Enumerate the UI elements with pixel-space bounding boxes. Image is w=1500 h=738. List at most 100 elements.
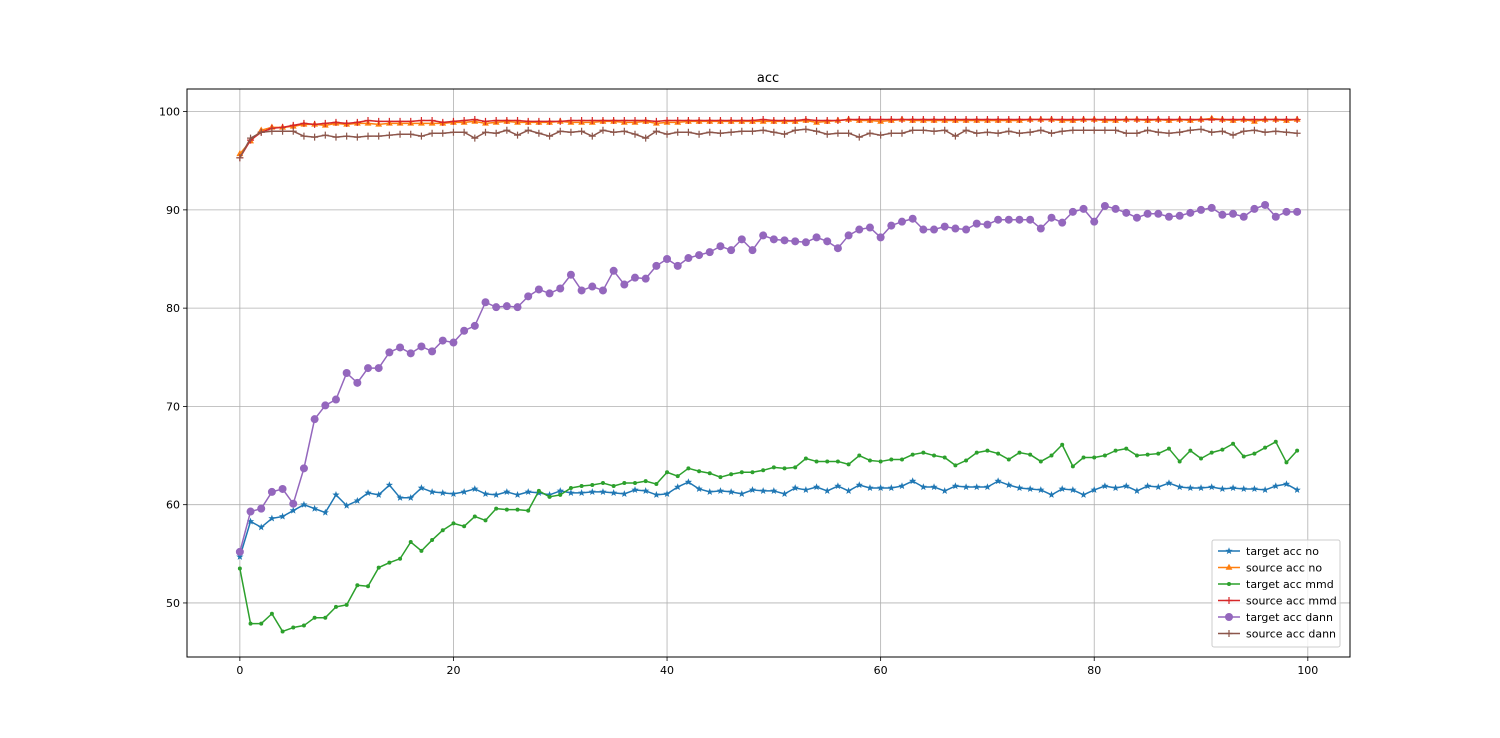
data-point xyxy=(344,602,349,607)
data-point xyxy=(887,129,895,137)
data-point xyxy=(1079,204,1088,213)
data-point xyxy=(1293,486,1301,494)
data-point xyxy=(951,115,959,123)
data-point xyxy=(1199,456,1204,461)
data-point xyxy=(813,127,821,135)
data-point xyxy=(1047,213,1056,222)
data-point xyxy=(291,625,296,630)
data-point xyxy=(1133,129,1141,137)
data-point xyxy=(759,487,767,494)
data-point xyxy=(460,128,468,136)
data-point xyxy=(652,261,661,270)
data-point xyxy=(919,225,928,234)
data-point xyxy=(321,508,329,516)
data-point xyxy=(738,127,746,135)
data-point xyxy=(1101,126,1109,134)
data-point xyxy=(428,129,436,137)
data-point xyxy=(834,116,842,124)
data-point xyxy=(631,130,639,138)
data-point xyxy=(492,303,501,312)
data-point xyxy=(994,477,1002,485)
data-point xyxy=(535,129,543,137)
data-point xyxy=(652,117,660,125)
x-tick-label: 60 xyxy=(874,664,888,677)
data-point xyxy=(1261,115,1269,123)
data-point xyxy=(259,621,264,626)
data-point xyxy=(620,127,628,135)
data-point xyxy=(887,221,896,230)
data-point xyxy=(1240,115,1248,123)
data-point xyxy=(407,117,415,125)
data-point xyxy=(865,223,874,232)
data-point xyxy=(1134,453,1139,458)
data-point xyxy=(620,116,628,124)
data-point xyxy=(855,481,863,489)
data-point xyxy=(280,629,285,634)
data-point xyxy=(985,448,990,453)
data-point xyxy=(1208,128,1216,136)
data-point xyxy=(759,231,768,240)
data-point xyxy=(748,127,756,135)
data-point xyxy=(706,488,714,495)
data-point xyxy=(419,548,424,553)
data-point xyxy=(1068,207,1077,216)
data-point xyxy=(599,116,607,124)
data-point xyxy=(642,116,650,124)
data-point xyxy=(833,244,842,253)
data-point xyxy=(973,115,981,123)
data-point xyxy=(695,251,704,260)
data-point xyxy=(375,132,383,140)
data-point xyxy=(545,491,554,498)
data-point xyxy=(729,472,734,477)
data-point xyxy=(546,132,554,140)
data-point xyxy=(332,133,340,141)
data-point xyxy=(695,116,703,124)
data-point xyxy=(642,487,650,494)
data-point xyxy=(1154,483,1162,491)
y-tick-label: 100 xyxy=(159,106,180,119)
data-point xyxy=(407,130,415,138)
data-point xyxy=(834,482,842,490)
data-point xyxy=(1102,453,1107,458)
data-point xyxy=(556,127,564,135)
data-point xyxy=(398,556,403,561)
data-point xyxy=(333,604,338,609)
data-point xyxy=(513,491,522,498)
data-point xyxy=(1026,128,1034,136)
data-point xyxy=(1229,115,1237,123)
data-point xyxy=(471,485,479,493)
data-point xyxy=(930,225,939,234)
data-point xyxy=(973,129,981,137)
data-point xyxy=(247,134,255,142)
data-point xyxy=(1101,482,1109,490)
data-point xyxy=(802,486,810,494)
data-point xyxy=(396,343,405,352)
data-point xyxy=(1164,212,1173,221)
data-point xyxy=(1080,126,1088,134)
x-tick-label: 0 xyxy=(236,664,243,677)
data-point xyxy=(566,270,575,279)
data-point xyxy=(1005,115,1013,123)
legend-item: target acc dann xyxy=(1218,611,1333,624)
data-point xyxy=(556,487,564,494)
data-point xyxy=(953,463,958,468)
data-point xyxy=(1133,115,1141,123)
data-point xyxy=(727,116,735,124)
data-point xyxy=(321,131,329,139)
tick-layer: 0 20 40 60 80 100 50 60 70 80 90 100 xyxy=(159,106,1318,677)
plot-area xyxy=(187,89,1350,657)
data-point xyxy=(323,615,328,620)
data-point xyxy=(940,222,949,231)
legend-item: source acc dann xyxy=(1218,628,1336,641)
data-point xyxy=(941,487,949,494)
data-point xyxy=(278,512,287,520)
data-point xyxy=(246,517,255,525)
data-point xyxy=(1176,128,1184,136)
data-point xyxy=(654,482,659,487)
data-point xyxy=(1132,213,1141,222)
data-point xyxy=(964,458,969,463)
data-point xyxy=(1122,208,1131,217)
data-point xyxy=(1154,115,1162,123)
data-point xyxy=(460,326,469,335)
data-point xyxy=(1145,452,1150,457)
